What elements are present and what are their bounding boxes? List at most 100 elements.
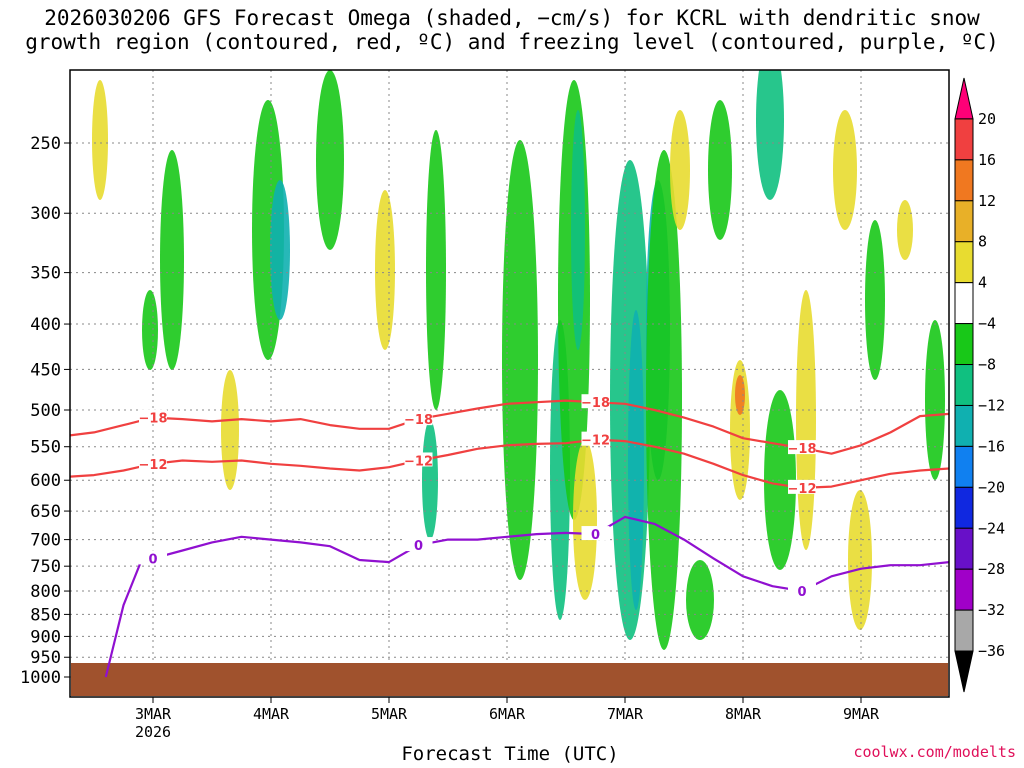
colorbar-label-10: −24 [978, 519, 1005, 537]
y-tick-label-15: 1000 [20, 668, 61, 688]
colorbar-box-13 [954, 609, 974, 652]
colorbar-box-4 [954, 241, 974, 284]
y-tick-label-9: 700 [30, 531, 61, 551]
contour-label-dgz-bottom-3: −12 [788, 482, 817, 497]
contour-label-freezing-level-0: 0 [148, 552, 157, 567]
colorbar-box-11 [954, 527, 974, 570]
contour-label-bg-freezing-level-0 [139, 550, 167, 565]
omega-cell-12 [573, 440, 597, 600]
colorbar-label-3: 8 [978, 233, 987, 251]
colorbar-label-9: −20 [978, 478, 1005, 496]
omega-cell-2 [160, 150, 184, 370]
contour-label-dgz-bottom-2: −12 [581, 434, 610, 449]
colorbar-label-0: 20 [978, 110, 996, 128]
omega-cell-23 [796, 290, 816, 550]
contour-lines: −18 −18 −18 −18 −12 −12 −12 −12 0 0 0 0 [70, 394, 949, 678]
colorbar-label-5: −4 [978, 315, 996, 333]
colorbar: 20 16 12 8 4 −4 −8 −12 −16 −20 −24 −28 −32 −36 [954, 77, 1005, 693]
contour-label-dgz-bottom-0: −12 [139, 458, 168, 473]
y-tick-label-10: 750 [30, 557, 61, 577]
colorbar-box-5 [954, 282, 974, 325]
contour-label-dgz-top-1: −18 [404, 413, 433, 428]
x-axis-label: Forecast Time (UTC) [401, 743, 619, 765]
contour-label-bg-dgz-top-0 [139, 409, 167, 424]
contour-label-dgz-top-0: −18 [139, 412, 168, 427]
contour-label-bg-dgz-bottom-0 [139, 455, 167, 470]
omega-cell-14 [628, 310, 644, 610]
y-tick-label-7: 600 [30, 471, 61, 491]
omega-cell-11 [571, 110, 585, 350]
omega-cell-29 [92, 80, 108, 200]
y-tick-label-1: 300 [30, 204, 61, 224]
omega-cell-22 [764, 390, 796, 570]
plot-area: −18 −18 −18 −18 −12 −12 −12 −12 0 0 0 0 [69, 69, 950, 698]
contour-label-bg-dgz-top-3 [788, 440, 816, 455]
omega-cell-8 [502, 140, 538, 580]
y-tick-label-5: 500 [30, 401, 61, 421]
omega-cell-17 [670, 110, 690, 230]
colorbar-label-12: −32 [978, 601, 1005, 619]
colorbar-box-3 [954, 200, 974, 243]
contour-label-bg-dgz-top-2 [581, 394, 610, 409]
colorbar-box-7 [954, 364, 974, 406]
y-axis: 2503003504004505005506006507007508008509… [20, 134, 70, 688]
contour-label-dgz-bottom-1: −12 [404, 454, 433, 469]
omega-cell-3 [221, 370, 239, 490]
omega-cell-4 [316, 70, 344, 250]
x-tick-sublabel-0: 2026 [135, 723, 171, 741]
colorbar-label-8: −16 [978, 437, 1005, 455]
y-tick-label-3: 400 [30, 315, 61, 335]
contour-label-bg-freezing-level-2 [581, 526, 610, 541]
omega-cell-25 [865, 220, 885, 380]
colorbar-box-9 [954, 445, 974, 488]
y-tick-label-0: 250 [30, 134, 61, 154]
contour-label-bg-freezing-level-1 [404, 537, 433, 552]
contour-label-bg-freezing-level-3 [788, 583, 816, 598]
colorbar-box-1 [954, 118, 974, 161]
x-tick-label-2: 5MAR [371, 705, 408, 723]
omega-cell-30 [142, 290, 158, 370]
y-tick-label-12: 850 [30, 605, 61, 625]
contour-label-freezing-level-2: 0 [591, 528, 600, 543]
y-tick-label-4: 450 [30, 360, 61, 380]
y-tick-label-11: 800 [30, 582, 61, 602]
contour-label-dgz-top-3: −18 [788, 442, 817, 457]
y-tick-label-8: 650 [30, 502, 61, 522]
x-tick-label-4: 7MAR [607, 705, 644, 723]
omega-cell-31 [686, 560, 714, 640]
colorbar-box-2 [954, 159, 974, 202]
y-tick-label-13: 900 [30, 627, 61, 647]
x-tick-label-1: 4MAR [253, 705, 290, 723]
contour-label-freezing-level-1: 0 [414, 539, 423, 554]
contour-label-bg-dgz-top-1 [404, 411, 433, 426]
colorbar-box-10 [954, 486, 974, 529]
omega-cell-1 [270, 180, 290, 320]
omega-cell-6 [426, 130, 446, 410]
colorbar-label-1: 16 [978, 151, 996, 169]
colorbar-label-7: −12 [978, 396, 1005, 414]
omega-cell-21 [756, 70, 784, 200]
omega-cell-28 [848, 490, 872, 630]
colorbar-label-4: 4 [978, 274, 987, 292]
credit-text: coolwx.com/modelts [853, 743, 1016, 761]
colorbar-label-6: −8 [978, 356, 996, 374]
colorbar-top-triangle [954, 77, 974, 120]
contour-label-bg-dgz-bottom-3 [788, 479, 816, 494]
colorbar-box-8 [954, 404, 974, 447]
omega-cell-18 [708, 100, 732, 240]
contour-label-dgz-top-2: −18 [581, 396, 610, 411]
colorbar-label-13: −36 [978, 642, 1005, 660]
terrain [71, 663, 948, 696]
y-tick-label-6: 550 [30, 438, 61, 458]
x-tick-label-3: 6MAR [489, 705, 526, 723]
contour-label-bg-dgz-bottom-2 [581, 431, 610, 446]
chart-title: 2026030206 GFS Forecast Omega (shaded, −… [25, 6, 999, 54]
x-tick-label-6: 9MAR [843, 705, 880, 723]
omega-cell-26 [897, 200, 913, 260]
contour-label-freezing-level-3: 0 [797, 585, 806, 600]
colorbar-label-2: 12 [978, 192, 996, 210]
colorbar-bottom-triangle [954, 650, 974, 693]
x-tick-label-0: 3MAR [135, 705, 172, 723]
